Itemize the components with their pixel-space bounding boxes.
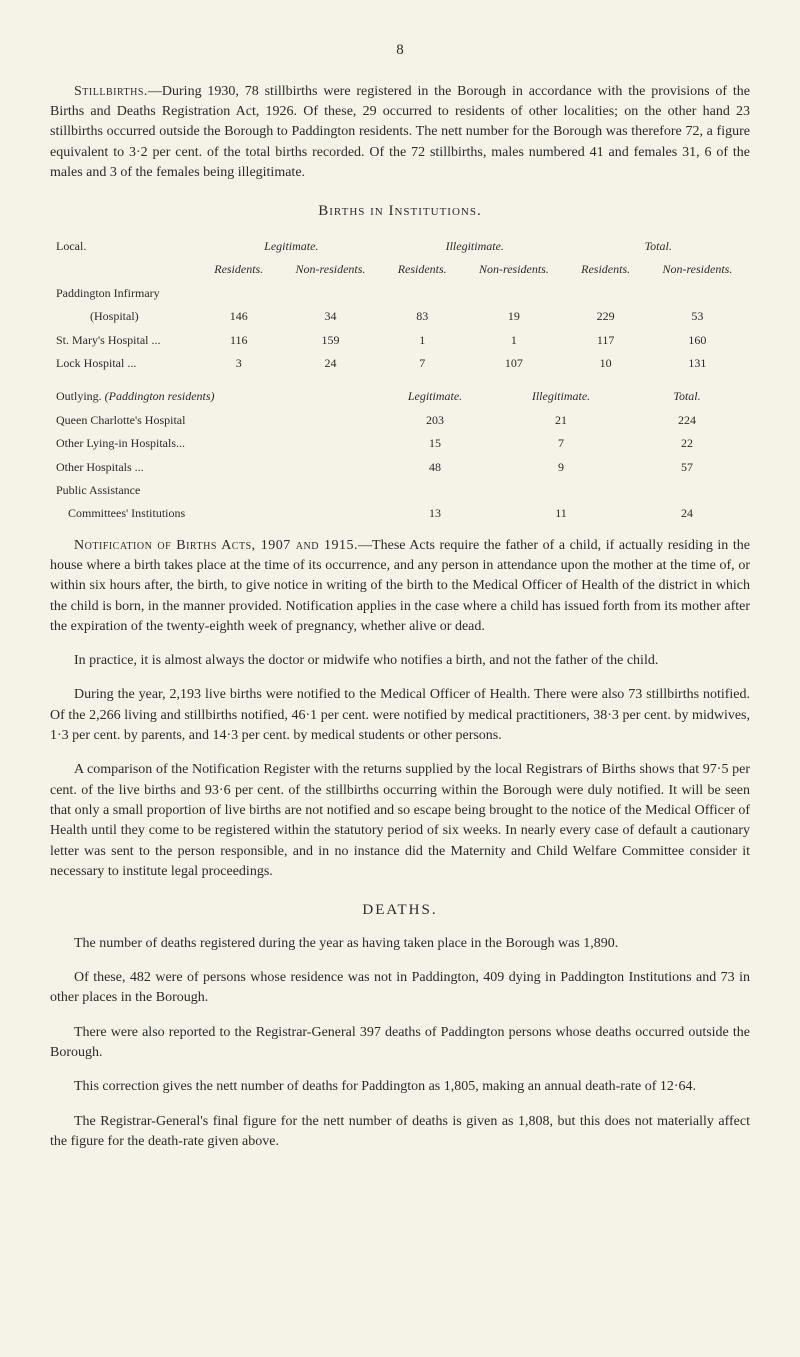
table-cell: 13 <box>372 502 498 525</box>
outlying-corner: Outlying. (Paddington residents) <box>50 385 372 408</box>
table-cell: 22 <box>624 432 750 455</box>
table-cell: 203 <box>372 409 498 432</box>
table-cell: 3 <box>200 352 278 375</box>
row-label: Other Hospitals ... <box>50 456 372 479</box>
stillbirths-lead: Stillbirths. <box>74 84 148 99</box>
table-cell: 11 <box>498 502 624 525</box>
para-deaths-2: Of these, 482 were of persons whose resi… <box>50 968 750 1009</box>
table-cell: 10 <box>566 352 644 375</box>
table-row: Queen Charlotte's Hospital 203 21 224 <box>50 409 750 432</box>
blank-cell <box>50 258 200 281</box>
table-row: Committees' Institutions 13 11 24 <box>50 502 750 525</box>
deaths-title: DEATHS. <box>50 900 750 922</box>
group-header: Total. <box>566 235 750 258</box>
table-cell: 15 <box>372 432 498 455</box>
para-during-year: During the year, 2,193 live births were … <box>50 685 750 746</box>
sub-header: Residents. <box>566 258 644 281</box>
sub-header: Residents. <box>383 258 461 281</box>
sub-header: Residents. <box>200 258 278 281</box>
table-row: Other Lying-in Hospitals... 15 7 22 <box>50 432 750 455</box>
table-row: Paddington Infirmary <box>50 282 750 305</box>
table-row: (Hospital) 146 34 83 19 229 53 <box>50 305 750 328</box>
notification-lead: Notification of Births Acts, 1907 and 19… <box>74 538 358 553</box>
sub-header: Non-residents. <box>278 258 383 281</box>
table-cell: 7 <box>383 352 461 375</box>
para-deaths-1: The number of deaths registered during t… <box>50 934 750 954</box>
sub-header: Non-residents. <box>645 258 750 281</box>
table-cell: 159 <box>278 329 383 352</box>
row-sublabel: Committees' Institutions <box>50 502 372 525</box>
table-row: Other Hospitals ... 48 9 57 <box>50 456 750 479</box>
table-cell: 116 <box>200 329 278 352</box>
table-cell: 160 <box>645 329 750 352</box>
col-header: Illegitimate. <box>498 385 624 408</box>
local-corner: Local. <box>50 235 200 258</box>
para-deaths-3: There were also reported to the Registra… <box>50 1023 750 1064</box>
table-cell: 57 <box>624 456 750 479</box>
col-header: Total. <box>624 385 750 408</box>
para-stillbirths: Stillbirths.—During 1930, 78 stillbirths… <box>50 82 750 183</box>
table-cell: 1 <box>383 329 461 352</box>
table-cell: 48 <box>372 456 498 479</box>
table-row: Lock Hospital ... 3 24 7 107 10 131 <box>50 352 750 375</box>
table-cell: 34 <box>278 305 383 328</box>
page-number: 8 <box>50 40 750 62</box>
table-cell: 131 <box>645 352 750 375</box>
table-cell: 24 <box>278 352 383 375</box>
table-header-row-1: Local. Legitimate. Illegitimate. Total. <box>50 235 750 258</box>
table-cell: 9 <box>498 456 624 479</box>
table-cell: 53 <box>645 305 750 328</box>
group-header: Illegitimate. <box>383 235 566 258</box>
table-row: St. Mary's Hospital ... 116 159 1 1 117 … <box>50 329 750 352</box>
table-row: Public Assistance <box>50 479 750 502</box>
table-cell: 1 <box>461 329 566 352</box>
row-label: Public Assistance <box>50 479 372 502</box>
table-cell: 229 <box>566 305 644 328</box>
table-cell: 224 <box>624 409 750 432</box>
table-cell: 7 <box>498 432 624 455</box>
row-label: Lock Hospital ... <box>50 352 200 375</box>
para-comparison: A comparison of the Notification Registe… <box>50 760 750 882</box>
table-header-row: Outlying. (Paddington residents) Legitim… <box>50 385 750 408</box>
row-label: Queen Charlotte's Hospital <box>50 409 372 432</box>
stillbirths-text: —During 1930, 78 stillbirths were regist… <box>50 84 750 180</box>
table-cell: 19 <box>461 305 566 328</box>
outlying-births-table: Outlying. (Paddington residents) Legitim… <box>50 385 750 525</box>
para-deaths-4: This correction gives the nett number of… <box>50 1077 750 1097</box>
local-births-table: Local. Legitimate. Illegitimate. Total. … <box>50 235 750 375</box>
table-cell: 83 <box>383 305 461 328</box>
row-label: St. Mary's Hospital ... <box>50 329 200 352</box>
para-practice: In practice, it is almost always the doc… <box>50 651 750 671</box>
table-cell: 21 <box>498 409 624 432</box>
para-notification: Notification of Births Acts, 1907 and 19… <box>50 536 750 637</box>
births-institutions-title: Births in Institutions. <box>50 201 750 223</box>
group-header: Legitimate. <box>200 235 383 258</box>
row-label: Paddington Infirmary <box>50 282 200 305</box>
table-cell: 117 <box>566 329 644 352</box>
row-sublabel: (Hospital) <box>50 305 200 328</box>
table-cell: 24 <box>624 502 750 525</box>
col-header: Legitimate. <box>372 385 498 408</box>
table-cell: 107 <box>461 352 566 375</box>
sub-header: Non-residents. <box>461 258 566 281</box>
table-cell: 146 <box>200 305 278 328</box>
table-header-row-2: Residents. Non-residents. Residents. Non… <box>50 258 750 281</box>
row-label: Other Lying-in Hospitals... <box>50 432 372 455</box>
para-deaths-5: The Registrar-General's final figure for… <box>50 1112 750 1153</box>
